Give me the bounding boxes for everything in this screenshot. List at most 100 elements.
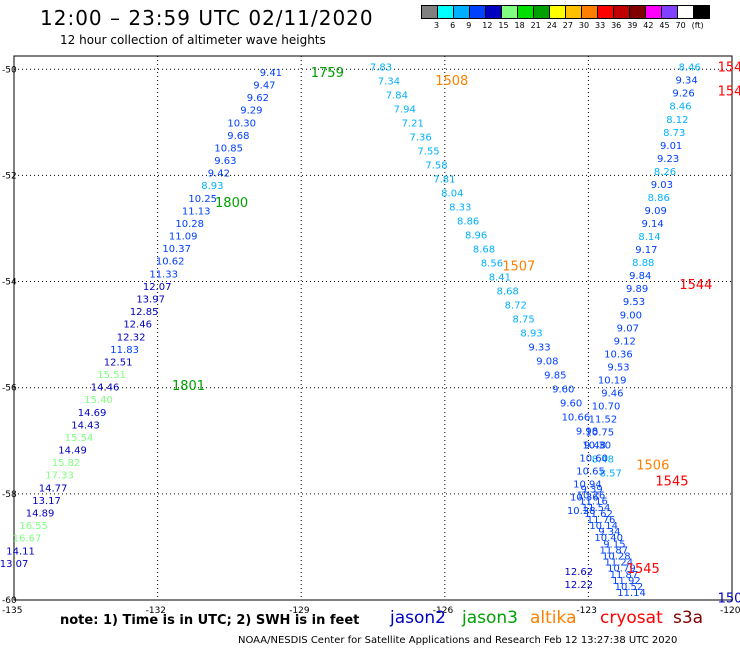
wave-height-value: 7.36 bbox=[409, 133, 431, 144]
footer-note: note: 1) Time is in UTC; 2) SWH is in fe… bbox=[60, 613, 360, 628]
wave-height-value: 11.09 bbox=[169, 232, 198, 243]
wave-height-value: 16.55 bbox=[19, 521, 48, 532]
wave-height-value: 15.82 bbox=[52, 458, 81, 469]
wave-height-value: 16.67 bbox=[13, 534, 42, 545]
wave-height-value: 9.00 bbox=[620, 310, 642, 321]
wave-height-value: 7.58 bbox=[425, 161, 447, 172]
wave-height-value: 8.96 bbox=[465, 231, 487, 242]
wave-height-value: 15.40 bbox=[84, 395, 113, 406]
wave-height-value: 9.48 bbox=[584, 441, 606, 452]
pass-time-label: 1506 bbox=[636, 459, 669, 474]
pass-time-label: 1544 bbox=[679, 278, 712, 293]
wave-height-value: 8.72 bbox=[505, 301, 527, 312]
wave-height-value: 9.33 bbox=[528, 343, 550, 354]
wave-height-value: 10.28 bbox=[175, 219, 204, 230]
wave-height-value: 8.68 bbox=[497, 287, 519, 298]
wave-height-value: 11.62 bbox=[584, 509, 613, 520]
wave-height-value: 15.51 bbox=[97, 370, 126, 381]
wave-height-value: 8.73 bbox=[663, 128, 685, 139]
wave-height-value: 14.69 bbox=[78, 408, 107, 419]
wave-height-value: 9.17 bbox=[635, 245, 657, 256]
wave-height-value: 10.66 bbox=[562, 413, 591, 424]
wave-height-value: 11.92 bbox=[612, 576, 641, 587]
wave-height-value: 8.57 bbox=[600, 469, 622, 480]
wave-height-value: 9.98 bbox=[576, 427, 598, 438]
wave-height-value: 12.22 bbox=[565, 580, 594, 591]
wave-height-value: 9.29 bbox=[240, 106, 262, 117]
wave-height-value: 14.11 bbox=[6, 546, 35, 557]
map-frame bbox=[13, 55, 733, 601]
wave-height-value: 10.65 bbox=[576, 467, 605, 478]
color-scale-label: 6 bbox=[450, 21, 456, 30]
wave-height-value: 9.84 bbox=[629, 271, 651, 282]
wave-height-value: 15.54 bbox=[65, 433, 94, 444]
page-title: 12:00 – 23:59 UTC 02/11/2020 bbox=[40, 6, 374, 30]
wave-height-value: 14.43 bbox=[71, 420, 100, 431]
color-scale-label: 70 bbox=[675, 21, 686, 30]
wave-height-value: 11.54 bbox=[582, 503, 611, 514]
wave-height-value: 12.85 bbox=[130, 307, 159, 318]
wave-height-value: 10.36 bbox=[604, 349, 633, 360]
wave-height-value: 9.39 bbox=[580, 485, 602, 496]
longitude-tick-label: -132 bbox=[146, 606, 166, 616]
wave-height-value: 9.62 bbox=[247, 93, 269, 104]
wave-height-value: 11.33 bbox=[149, 269, 178, 280]
wave-height-value: 8.86 bbox=[648, 193, 670, 204]
wave-height-value: 9.47 bbox=[253, 81, 275, 92]
wave-height-value: 11.13 bbox=[182, 206, 211, 217]
wave-height-value: 10.40 bbox=[594, 533, 623, 544]
wave-height-value: 8.04 bbox=[441, 189, 463, 200]
wave-height-value: 12.32 bbox=[117, 332, 146, 343]
color-scale-label: 39 bbox=[627, 21, 638, 30]
wave-height-value: 9.53 bbox=[623, 297, 645, 308]
wave-height-value: 10.28 bbox=[567, 506, 596, 517]
wave-height-value: 9.85 bbox=[544, 371, 566, 382]
wave-height-value: 10.94 bbox=[573, 480, 602, 491]
wave-height-value: 7.84 bbox=[386, 91, 408, 102]
legend-jason3: jason3 bbox=[462, 608, 518, 628]
color-scale-label: 45 bbox=[659, 21, 670, 30]
wave-height-value: 11.87 bbox=[599, 545, 628, 556]
wave-height-value: 8.41 bbox=[489, 273, 511, 284]
pass-time-label: 1507 bbox=[502, 260, 535, 275]
wave-height-value: 7.81 bbox=[433, 175, 455, 186]
wave-height-value: 10.37 bbox=[162, 244, 191, 255]
longitude-tick-label: -126 bbox=[433, 606, 454, 616]
wave-height-value: 8.14 bbox=[638, 232, 660, 243]
color-scale-label: 18 bbox=[514, 21, 525, 30]
color-scale-label: 30 bbox=[578, 21, 590, 30]
wave-height-value: 9.08 bbox=[536, 357, 558, 368]
wave-height-value: 11.52 bbox=[589, 415, 618, 426]
wave-height-value: 9.34 bbox=[676, 76, 698, 87]
longitude-tick-label: -120 bbox=[720, 606, 740, 616]
legend-jason2: jason2 bbox=[390, 608, 446, 628]
wave-height-value: 8.26 bbox=[654, 167, 676, 178]
color-scale-cell bbox=[693, 5, 710, 19]
wave-height-value: 11.76 bbox=[587, 515, 616, 526]
pass-time-label: 1542 bbox=[718, 61, 740, 76]
wave-height-value: 12.07 bbox=[143, 282, 172, 293]
wave-height-value: 11.16 bbox=[579, 497, 608, 508]
wave-height-value: 8.56 bbox=[481, 259, 503, 270]
wave-height-value: 9.89 bbox=[626, 284, 648, 295]
longitude-tick-label: -129 bbox=[289, 606, 310, 616]
color-scale-label: 36 bbox=[611, 21, 622, 30]
wave-height-value: 9.14 bbox=[641, 219, 663, 230]
wave-height-value: 10.60 bbox=[579, 454, 608, 465]
legend-s3a: s3a bbox=[673, 608, 704, 628]
color-scale-label: (ft) bbox=[691, 21, 704, 30]
wave-height-value: 10.19 bbox=[598, 375, 627, 386]
wave-height-value: 8.46 bbox=[669, 102, 691, 113]
color-scale-label: 27 bbox=[562, 21, 573, 30]
wave-height-value: 9.68 bbox=[227, 131, 249, 142]
wave-height-value: 9.53 bbox=[607, 362, 629, 373]
wave-height-value: 9.09 bbox=[645, 206, 667, 217]
wave-height-value: 8.86 bbox=[457, 217, 479, 228]
latitude-tick-label: -56 bbox=[2, 384, 17, 394]
wave-height-value: 11.14 bbox=[617, 588, 646, 599]
wave-height-value: 8.68 bbox=[473, 245, 495, 256]
credit-line: NOAA/NESDIS Center for Satellite Applica… bbox=[238, 635, 678, 646]
pass-time-label: 1759 bbox=[311, 66, 344, 81]
wave-height-value: 9.46 bbox=[601, 388, 623, 399]
wave-height-value: 9.23 bbox=[657, 154, 679, 165]
